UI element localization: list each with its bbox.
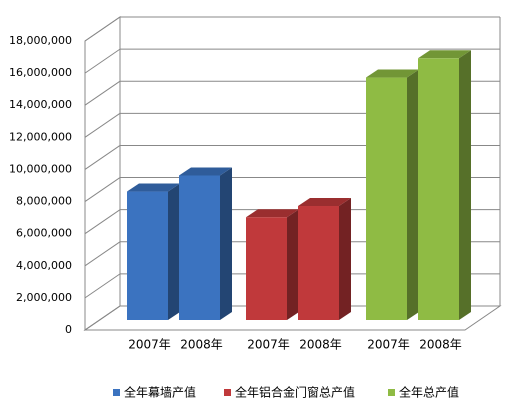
grid-line [84,209,121,235]
bar-top [366,69,419,78]
bar-top [127,183,180,192]
grid-line [84,273,121,299]
grid-line [84,16,121,42]
bar-side [220,167,232,320]
legend-swatch [388,389,395,396]
y-tick-label: 2,000,000 [16,291,72,304]
y-tick-label: 12,000,000 [9,130,72,143]
bar-top [418,50,471,59]
grid-line [84,305,121,331]
y-tick-label: 8,000,000 [16,195,72,208]
bar-top [246,209,299,218]
legend-swatch [113,389,120,396]
grid-line [84,48,121,74]
bar [179,175,220,320]
bar-top [298,198,351,207]
bar-side [168,183,180,320]
bar-side [339,198,351,320]
back-wall [84,16,121,331]
x-tick-label: 2007年 [247,338,290,352]
y-tick-label: 18,000,000 [9,34,72,47]
y-tick-label: 6,000,000 [16,227,72,240]
legend-swatch [224,389,231,396]
grid-line [84,241,121,267]
grid-line [84,80,121,106]
x-tick-label: 2007年 [128,338,171,352]
bar [246,217,287,320]
bar [127,191,168,320]
y-tick-label: 14,000,000 [9,98,72,111]
legend-label: 全年铝合金门窗总产值 [235,385,355,400]
y-tick-label: 0 [65,323,72,336]
y-tick-label: 4,000,000 [16,259,72,272]
x-tick-label: 2008年 [299,338,342,352]
bar-side [287,209,299,320]
grid-line [84,112,121,138]
bar-side [459,50,471,321]
legend-label: 全年总产值 [399,385,459,400]
bar-side [407,69,419,320]
bar [418,58,459,321]
legend-label: 全年幕墙产值 [124,385,196,400]
x-tick-label: 2007年 [367,338,410,352]
bar [366,77,407,320]
bar [298,206,339,320]
y-tick-label: 10,000,000 [9,162,72,175]
grid-line [84,177,121,202]
grid-line [84,145,121,170]
x-tick-label: 2008年 [180,338,223,352]
x-tick-label: 2008年 [419,338,462,352]
bar-top [179,167,232,176]
y-tick-label: 16,000,000 [9,66,72,79]
